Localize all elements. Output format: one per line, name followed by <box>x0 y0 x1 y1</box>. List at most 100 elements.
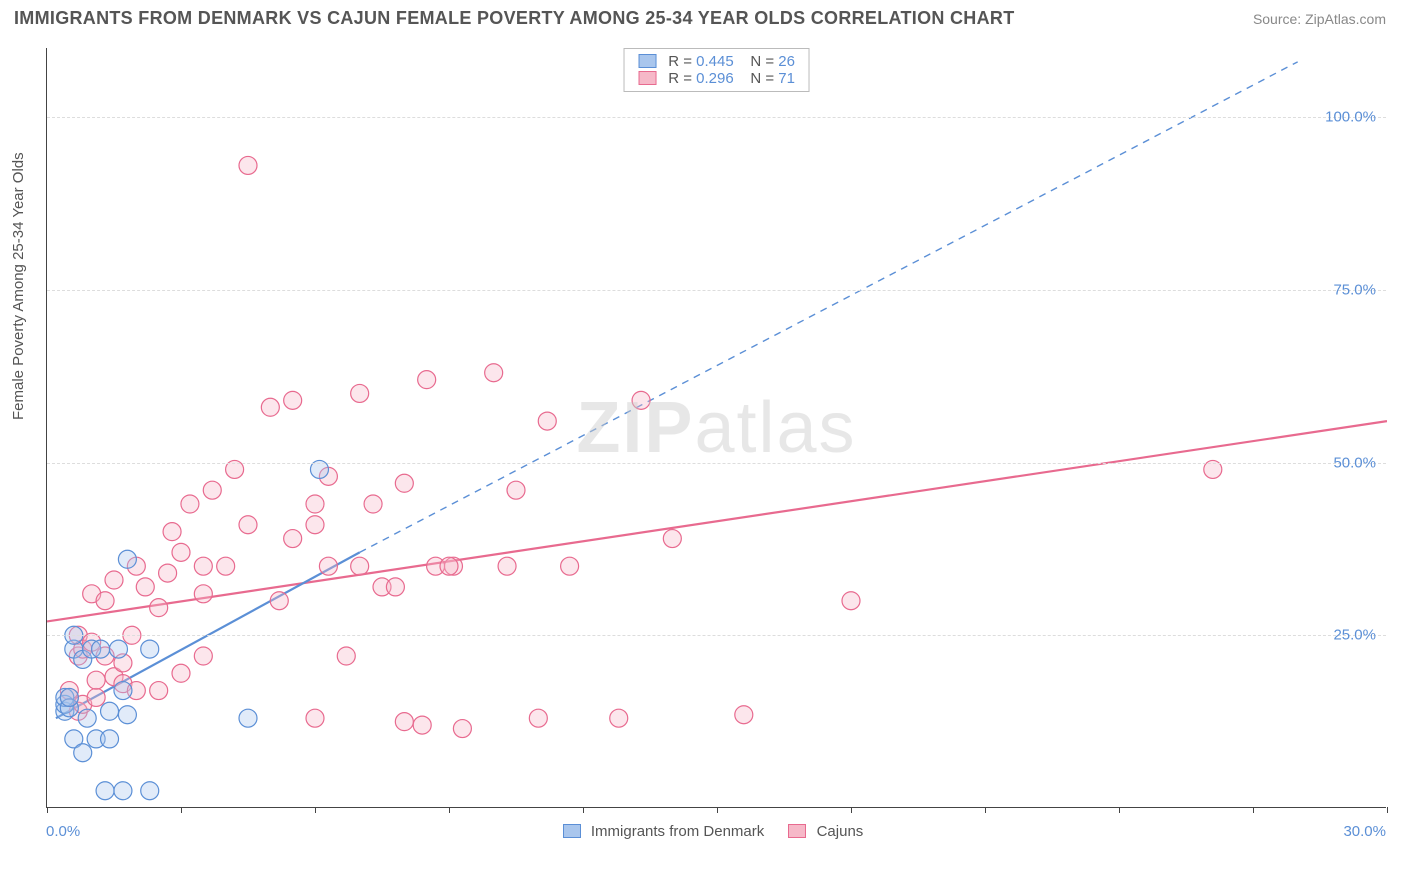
data-point <box>351 384 369 402</box>
data-point <box>364 495 382 513</box>
data-point <box>172 543 190 561</box>
data-point <box>150 599 168 617</box>
data-point <box>485 364 503 382</box>
n-label: N = <box>750 53 774 70</box>
data-point <box>610 709 628 727</box>
plot-area: ZIPatlas R = 0.445 N = 26 R = 0.296 N = <box>46 48 1386 808</box>
plot-wrap: ZIPatlas R = 0.445 N = 26 R = 0.296 N = <box>46 48 1386 808</box>
bottom-legend: Immigrants from Denmark Cajuns <box>0 823 1406 840</box>
data-point <box>141 782 159 800</box>
n-value-pink: 71 <box>778 70 795 87</box>
gridline <box>47 290 1386 291</box>
data-point <box>114 782 132 800</box>
y-tick-label: 25.0% <box>1333 627 1376 644</box>
data-point <box>96 592 114 610</box>
data-point <box>337 647 355 665</box>
data-point <box>181 495 199 513</box>
data-point <box>538 412 556 430</box>
x-tick <box>181 807 182 813</box>
data-point <box>60 688 78 706</box>
data-point <box>150 682 168 700</box>
data-point <box>194 557 212 575</box>
data-point <box>87 688 105 706</box>
legend-label-pink: Cajuns <box>817 823 864 840</box>
data-point <box>194 585 212 603</box>
data-point <box>735 706 753 724</box>
data-point <box>284 530 302 548</box>
y-axis-label: Female Poverty Among 25-34 Year Olds <box>10 152 27 420</box>
data-point <box>114 682 132 700</box>
data-point <box>306 495 324 513</box>
swatch-blue <box>638 54 656 68</box>
data-point <box>498 557 516 575</box>
n-label: N = <box>750 70 774 87</box>
data-point <box>109 640 127 658</box>
data-point <box>418 371 436 389</box>
data-point <box>163 523 181 541</box>
data-point <box>239 709 257 727</box>
y-tick-label: 100.0% <box>1325 109 1376 126</box>
source-label: Source: ZipAtlas.com <box>1253 11 1386 27</box>
data-point <box>529 709 547 727</box>
gridline <box>47 463 1386 464</box>
data-point <box>118 550 136 568</box>
x-tick <box>985 807 986 813</box>
r-label: R = <box>668 53 692 70</box>
legend-label-blue: Immigrants from Denmark <box>591 823 764 840</box>
y-tick-label: 75.0% <box>1333 281 1376 298</box>
data-point <box>101 702 119 720</box>
r-label: R = <box>668 70 692 87</box>
legend-swatch-blue <box>563 824 581 838</box>
r-value-pink: 0.296 <box>696 70 734 87</box>
data-point <box>118 706 136 724</box>
data-point <box>101 730 119 748</box>
swatch-pink <box>638 71 656 85</box>
x-tick <box>449 807 450 813</box>
data-point <box>270 592 288 610</box>
data-point <box>440 557 458 575</box>
x-tick <box>1253 807 1254 813</box>
data-point <box>261 398 279 416</box>
x-tick <box>1387 807 1388 813</box>
y-tick-label: 50.0% <box>1333 454 1376 471</box>
stats-legend-box: R = 0.445 N = 26 R = 0.296 N = 71 <box>623 48 810 92</box>
x-tick <box>583 807 584 813</box>
stats-row-pink: R = 0.296 N = 71 <box>638 70 795 87</box>
x-tick <box>717 807 718 813</box>
data-point <box>842 592 860 610</box>
scatter-chart-container: IMMIGRANTS FROM DENMARK VS CAJUN FEMALE … <box>0 0 1406 892</box>
x-tick <box>1119 807 1120 813</box>
data-point <box>74 744 92 762</box>
data-point <box>239 156 257 174</box>
data-point <box>92 640 110 658</box>
data-point <box>105 571 123 589</box>
chart-svg <box>47 48 1387 808</box>
data-point <box>663 530 681 548</box>
data-point <box>507 481 525 499</box>
data-point <box>239 516 257 534</box>
data-point <box>413 716 431 734</box>
data-point <box>306 709 324 727</box>
r-value-blue: 0.445 <box>696 53 734 70</box>
gridline <box>47 635 1386 636</box>
data-point <box>172 664 190 682</box>
data-point <box>194 647 212 665</box>
data-point <box>203 481 221 499</box>
data-point <box>395 713 413 731</box>
data-point <box>78 709 96 727</box>
regression-line <box>360 62 1298 553</box>
data-point <box>159 564 177 582</box>
n-value-blue: 26 <box>778 53 795 70</box>
chart-title: IMMIGRANTS FROM DENMARK VS CAJUN FEMALE … <box>14 8 1015 29</box>
data-point <box>217 557 235 575</box>
data-point <box>561 557 579 575</box>
title-bar: IMMIGRANTS FROM DENMARK VS CAJUN FEMALE … <box>0 0 1406 35</box>
data-point <box>395 474 413 492</box>
x-tick <box>47 807 48 813</box>
data-point <box>141 640 159 658</box>
legend-swatch-pink <box>788 824 806 838</box>
x-tick <box>315 807 316 813</box>
data-point <box>87 671 105 689</box>
data-point <box>284 391 302 409</box>
data-point <box>306 516 324 534</box>
